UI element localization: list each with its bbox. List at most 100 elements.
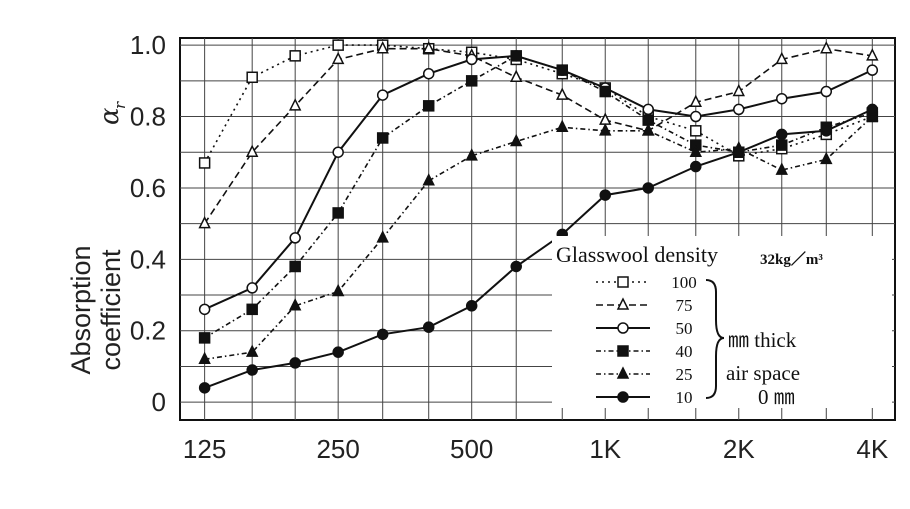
- legend-item: 100: [596, 273, 697, 292]
- data-point-75: [866, 48, 879, 61]
- legend-label: 50: [676, 319, 693, 338]
- data-point-75: [775, 51, 788, 65]
- data-point-25: [198, 351, 211, 365]
- series-line-10: [204, 108, 873, 389]
- legend-marker: [617, 276, 629, 288]
- y-tick-label: 0.6: [130, 173, 166, 203]
- data-point-25: [510, 133, 523, 147]
- data-point-50: [332, 146, 344, 158]
- data-point-40: [246, 303, 258, 316]
- x-tick-label: 500: [450, 434, 493, 464]
- legend-label: 100: [671, 273, 697, 292]
- data-point-40: [376, 132, 389, 144]
- data-point-25: [376, 230, 389, 243]
- data-point-25: [422, 173, 435, 186]
- y-axis-label: Absorption coefficient α r: [66, 101, 129, 375]
- data-point-50: [866, 64, 879, 76]
- y-tick-label: 0: [152, 387, 166, 417]
- data-point-40: [289, 260, 301, 273]
- data-point-100: [198, 157, 211, 169]
- data-point-10: [332, 346, 344, 358]
- legend-brace: [705, 279, 725, 399]
- legend: Glasswool density 32kg／m³ 1007550402510 …: [552, 236, 892, 409]
- data-point-50: [246, 282, 258, 294]
- legend-item: 25: [596, 365, 693, 384]
- data-point-10: [599, 189, 611, 201]
- series-layer: [198, 39, 879, 394]
- data-point-40: [332, 207, 344, 219]
- data-point-10: [198, 382, 211, 394]
- data-point-50: [465, 53, 478, 66]
- data-point-10: [820, 125, 833, 137]
- data-point-50: [376, 89, 389, 101]
- data-point-40: [422, 100, 435, 112]
- data-point-25: [775, 162, 788, 175]
- y-tick-labels: 0 0.2 0.4 0.6 0.8 1.0: [130, 30, 166, 417]
- data-point-50: [422, 67, 435, 80]
- data-point-50: [776, 92, 788, 105]
- data-point-75: [198, 215, 211, 229]
- legend-item: 75: [596, 296, 693, 315]
- data-point-25: [245, 344, 259, 357]
- data-point-75: [245, 144, 259, 157]
- legend-background: [552, 236, 892, 408]
- data-point-40: [465, 75, 478, 87]
- data-point-50: [733, 103, 745, 116]
- y-tick-label: 0.8: [130, 102, 166, 132]
- data-point-25: [599, 123, 612, 136]
- series-line-100: [203, 44, 873, 164]
- data-point-75: [376, 41, 389, 54]
- x-tick-labels: 125 250 500 1K 2K 4K: [183, 434, 889, 464]
- y-tick-label: 1.0: [130, 30, 166, 60]
- y-axis-label-line2: coefficient: [96, 249, 126, 371]
- data-point-25: [866, 108, 879, 122]
- plot-frame: [179, 37, 896, 421]
- data-point-100: [332, 39, 344, 51]
- data-point-75: [288, 98, 302, 111]
- x-tick-label: 4K: [856, 434, 888, 464]
- legend-marker: [617, 345, 629, 357]
- data-point-25: [556, 119, 569, 133]
- legend-unit: 32kg／m³: [760, 250, 823, 268]
- y-axis-label-line1: Absorption: [66, 245, 96, 374]
- data-point-75: [732, 83, 745, 97]
- data-point-10: [776, 128, 788, 141]
- series-line-25: [204, 115, 873, 361]
- data-point-25: [642, 123, 655, 136]
- data-point-25: [465, 148, 478, 161]
- data-point-50: [690, 110, 702, 123]
- y-tick-label: 0.4: [130, 244, 166, 274]
- x-tick-label: 250: [316, 434, 359, 464]
- y-axis-label-symbol: α: [95, 107, 125, 125]
- data-point-40: [556, 64, 568, 76]
- legend-note-thick: ㎜ thick: [728, 328, 797, 352]
- data-point-10: [690, 160, 702, 173]
- series-line-40: [204, 55, 873, 339]
- series-75: [198, 41, 879, 229]
- data-point-10: [289, 357, 301, 369]
- legend-label: 75: [676, 296, 693, 315]
- y-axis-label-subscript: r: [111, 101, 129, 109]
- legend-rows: 100 75 50 40 25 10: [596, 273, 697, 407]
- data-point-40: [510, 50, 522, 62]
- data-point-75: [331, 51, 345, 65]
- data-point-10: [866, 103, 879, 116]
- data-point-75: [820, 41, 833, 54]
- data-point-10: [376, 328, 389, 341]
- data-point-25: [288, 298, 302, 311]
- data-point-10: [465, 300, 478, 312]
- data-point-100: [289, 50, 301, 62]
- legend-item: 10: [596, 388, 693, 407]
- legend-item: 50: [596, 319, 693, 338]
- legend-item: 40: [596, 342, 693, 361]
- data-point-50: [642, 103, 654, 116]
- x-tick-label: 2K: [723, 434, 755, 464]
- legend-marker: [617, 391, 629, 403]
- series-25: [198, 108, 879, 365]
- legend-title: Glasswool density: [556, 242, 718, 267]
- data-point-75: [422, 41, 435, 54]
- data-point-10: [733, 146, 745, 158]
- data-point-75: [599, 112, 612, 125]
- series-line-75: [203, 47, 873, 225]
